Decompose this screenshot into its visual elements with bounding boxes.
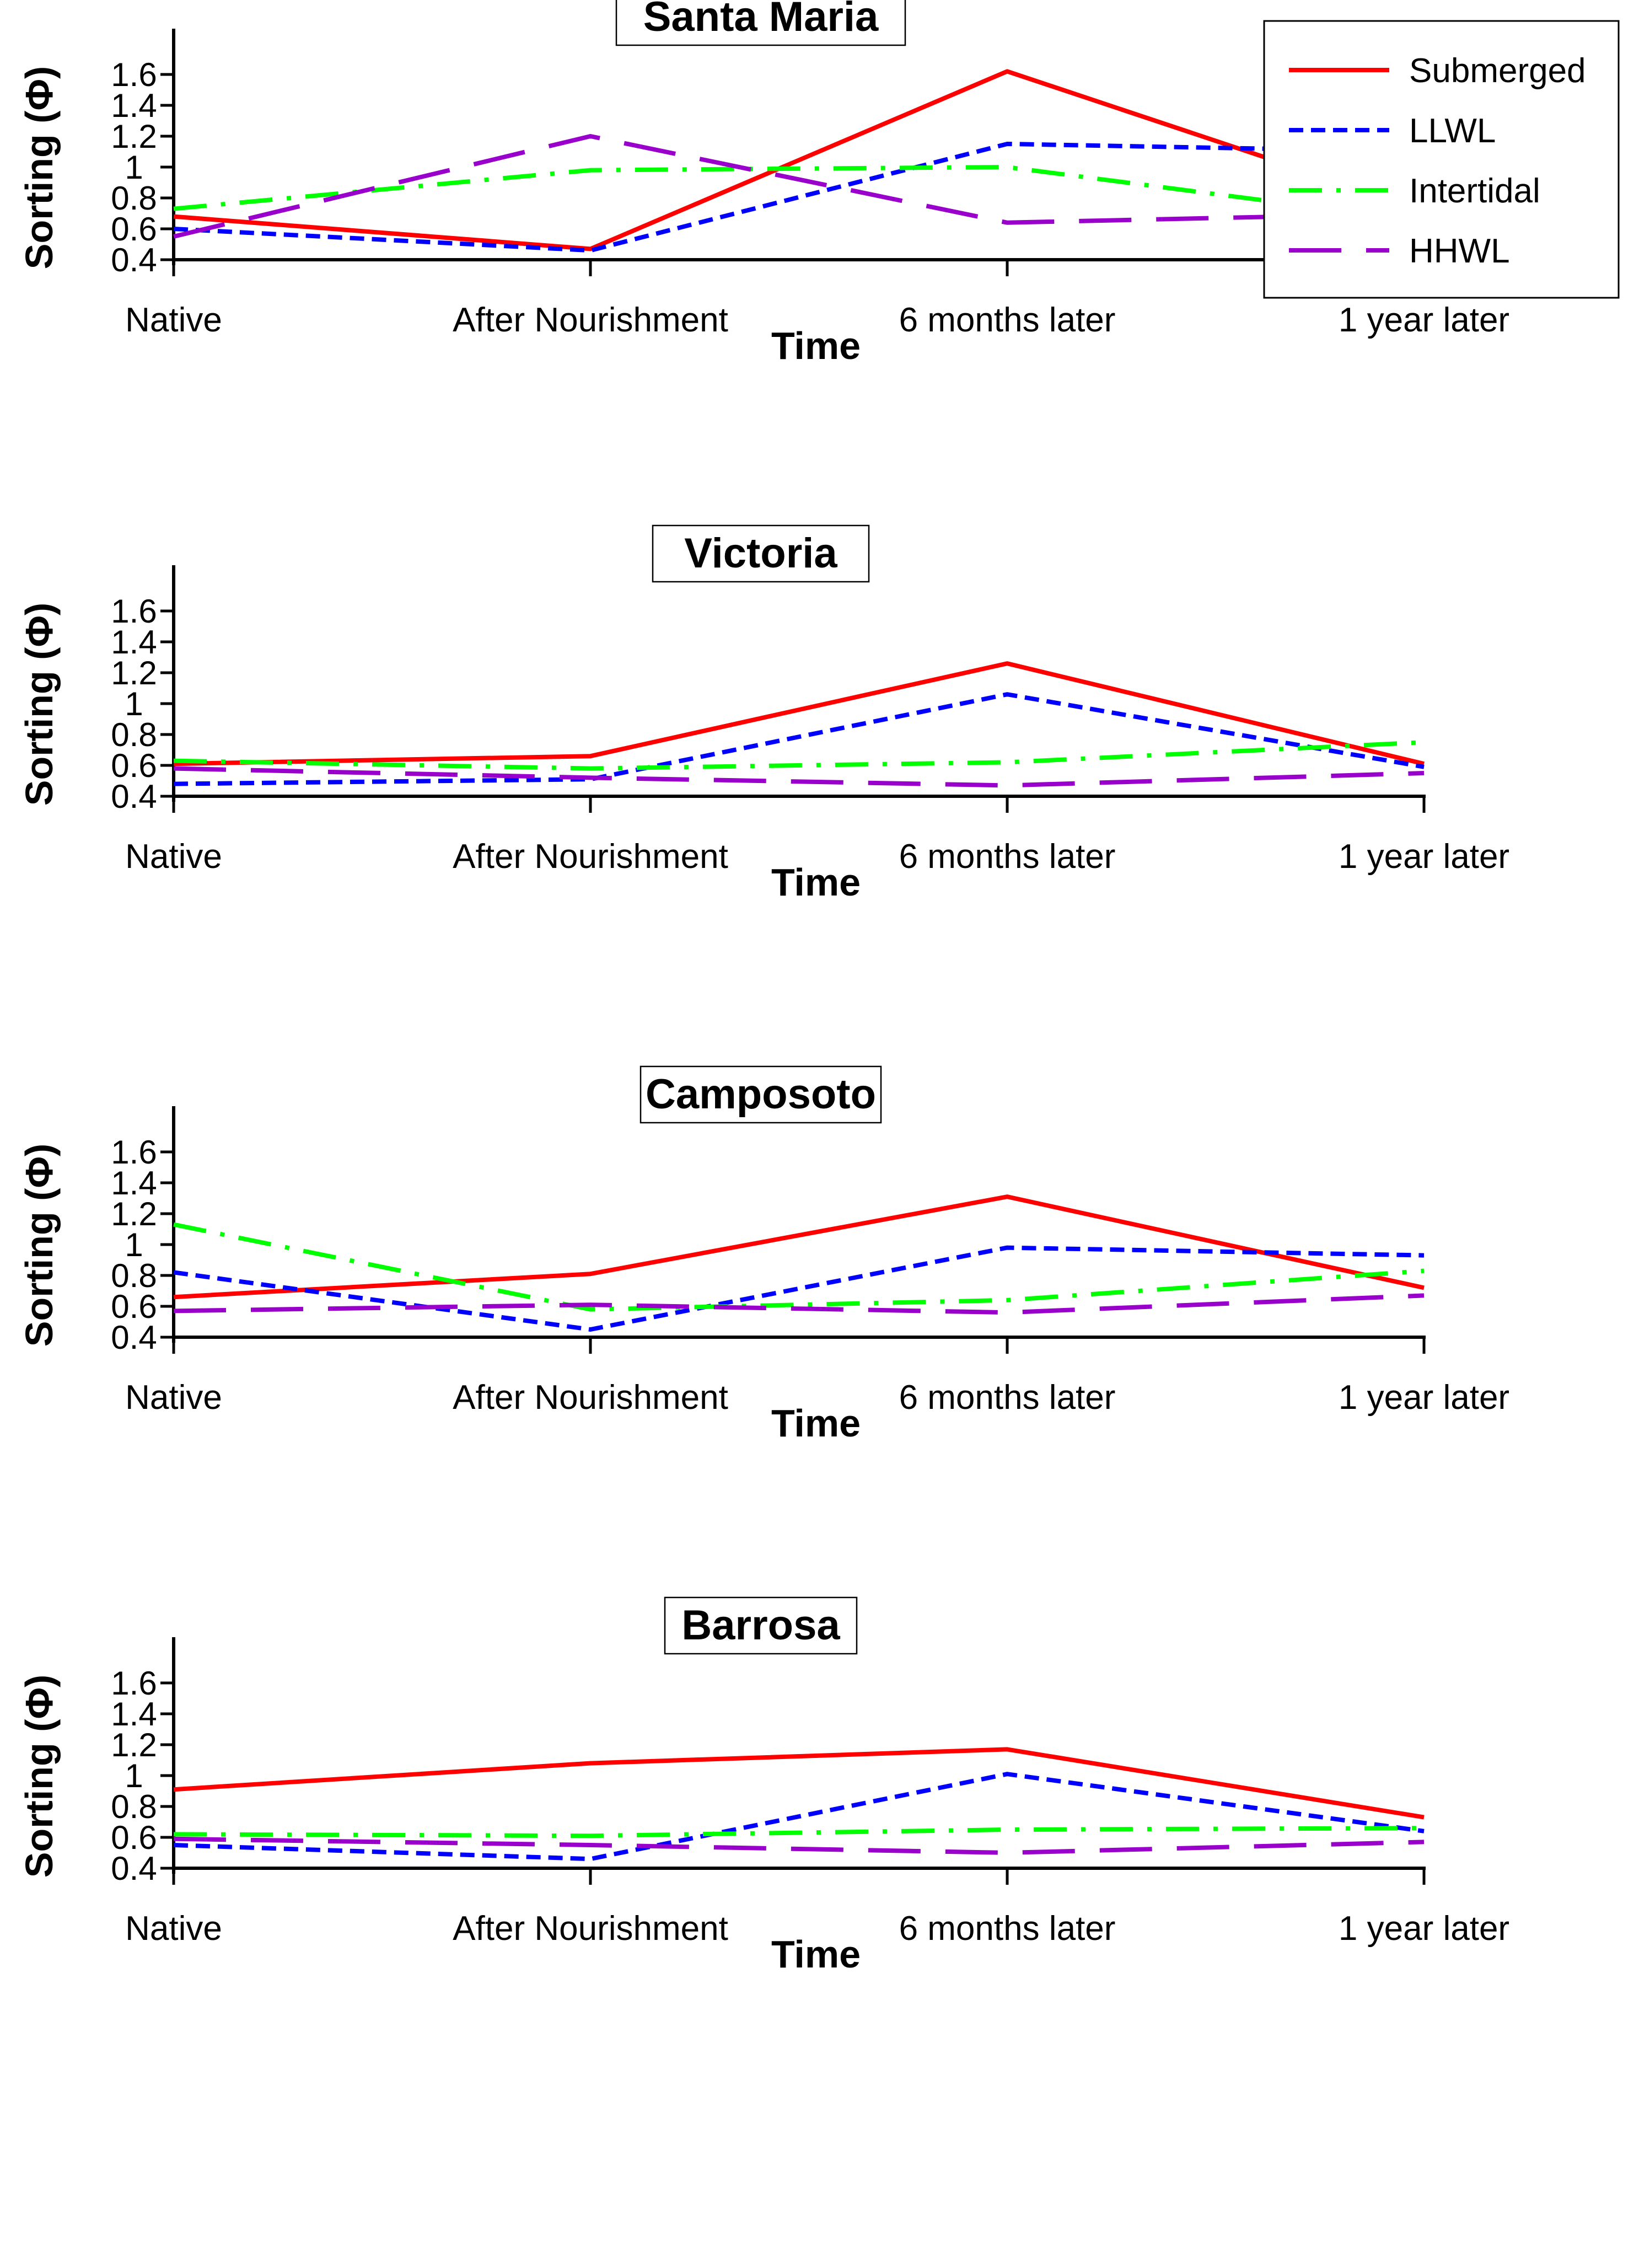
y-tick-label: 0.8 xyxy=(111,180,157,217)
panel-title-box xyxy=(615,0,906,46)
x-axis-title: Time xyxy=(771,324,861,367)
y-axis-title: Sorting (Φ) xyxy=(18,1144,61,1347)
y-tick-label: 1 xyxy=(125,1226,143,1263)
series-line-hhwl xyxy=(173,1836,1425,1855)
series-line-intertidal xyxy=(173,1826,1425,1838)
x-axis-title: Time xyxy=(771,1933,861,1976)
legend-label: LLWL xyxy=(1409,112,1496,150)
y-tick-label: 1.4 xyxy=(111,1696,157,1733)
x-tick-label: 6 months later xyxy=(899,1910,1116,1948)
x-tick-label: Native xyxy=(125,301,222,339)
series-line-intertidal xyxy=(173,165,1425,223)
y-tick-label: 1.6 xyxy=(111,56,157,93)
panel-title-box xyxy=(652,524,870,583)
legend-label: Submerged xyxy=(1409,52,1586,90)
y-axis-title: Sorting (Φ) xyxy=(18,603,61,806)
y-tick-label: 0.8 xyxy=(111,716,157,753)
panel-title-box xyxy=(664,1596,858,1655)
legend-item-submerged: Submerged xyxy=(1289,52,1586,90)
panel-title: Barrosa xyxy=(664,1596,858,1655)
x-tick-label: Native xyxy=(125,838,222,876)
panel-title-text: Victoria xyxy=(684,530,837,577)
x-tick-label: 6 months later xyxy=(899,1379,1116,1417)
panel-title-text: Santa Maria xyxy=(643,0,879,40)
series-line-hhwl xyxy=(173,134,1425,239)
series-line-llwl xyxy=(173,692,1425,786)
panel-title-text: Camposoto xyxy=(646,1071,876,1118)
legend-label: Intertidal xyxy=(1409,172,1540,210)
panel-title-box xyxy=(640,1065,882,1124)
y-axis-title: Sorting (Φ) xyxy=(18,1675,61,1878)
series-line-intertidal xyxy=(173,1222,1425,1312)
y-tick-label: 1.4 xyxy=(111,624,157,661)
series-line-submerged xyxy=(173,661,1425,766)
series-line-llwl xyxy=(173,1772,1425,1862)
y-tick-label: 1.2 xyxy=(111,655,157,691)
y-tick-label: 1 xyxy=(125,1757,143,1794)
y-axis-title: Sorting (Φ) xyxy=(18,66,61,270)
legend-item-hhwl: HHWL xyxy=(1289,232,1510,270)
y-tick-label: 1.6 xyxy=(111,593,157,630)
x-tick-label: 1 year later xyxy=(1339,1379,1509,1417)
chart-panel-1: Santa Maria 0.40.60.811.21.41.6 Native Afte… xyxy=(18,0,1509,367)
y-tick-label: 0.6 xyxy=(111,211,157,248)
series-line-submerged xyxy=(173,1194,1425,1300)
y-tick-label: 0.4 xyxy=(111,778,157,815)
y-tick-label: 0.4 xyxy=(111,1850,157,1887)
x-tick-label: After Nourishment xyxy=(453,1379,728,1417)
panel-title: Camposoto xyxy=(640,1065,882,1124)
series-line-submerged xyxy=(173,1747,1425,1820)
x-tick-label: After Nourishment xyxy=(453,1910,728,1948)
y-tick-label: 0.6 xyxy=(111,747,157,784)
chart-panel-2: Victoria 0.40.60.811.21.41.6 Native After N… xyxy=(18,524,1509,904)
series-line-submerged xyxy=(173,69,1425,251)
y-tick-label: 1.4 xyxy=(111,1165,157,1202)
y-tick-label: 1 xyxy=(125,685,143,722)
y-tick-label: 1.4 xyxy=(111,87,157,124)
x-axis-title: Time xyxy=(771,861,861,904)
chart-panel-3: Camposoto 0.40.60.811.21.41.6 Native After … xyxy=(18,1065,1509,1445)
y-tick-label: 0.8 xyxy=(111,1257,157,1294)
legend-item-llwl: LLWL xyxy=(1289,112,1496,150)
x-tick-label: Native xyxy=(125,1910,222,1948)
x-tick-label: 6 months later xyxy=(899,838,1116,876)
y-tick-label: 0.6 xyxy=(111,1819,157,1856)
panel-title: Santa Maria xyxy=(615,0,906,46)
series-line-hhwl xyxy=(173,1293,1425,1315)
x-tick-label: 1 year later xyxy=(1339,1910,1509,1948)
x-tick-label: After Nourishment xyxy=(453,301,728,339)
panel-title: Victoria xyxy=(652,524,870,583)
series-line-llwl xyxy=(173,1245,1425,1332)
x-axis-title: Time xyxy=(771,1402,861,1445)
x-tick-label: 6 months later xyxy=(899,301,1116,339)
legend-item-intertidal: Intertidal xyxy=(1289,172,1540,210)
panel-title-text: Barrosa xyxy=(681,1602,840,1649)
x-tick-label: 1 year later xyxy=(1339,301,1509,339)
y-tick-label: 0.8 xyxy=(111,1788,157,1825)
y-tick-label: 1.2 xyxy=(111,118,157,155)
y-tick-label: 1.6 xyxy=(111,1665,157,1702)
y-tick-label: 1.2 xyxy=(111,1727,157,1763)
y-tick-label: 0.4 xyxy=(111,242,157,278)
series-line-hhwl xyxy=(173,766,1425,788)
y-tick-label: 1 xyxy=(125,149,143,186)
x-tick-label: 1 year later xyxy=(1339,838,1509,876)
y-tick-label: 0.4 xyxy=(111,1319,157,1356)
series-line-intertidal xyxy=(173,740,1425,771)
x-tick-label: Native xyxy=(125,1379,222,1417)
y-tick-label: 0.6 xyxy=(111,1288,157,1325)
y-tick-label: 1.2 xyxy=(111,1195,157,1232)
legend: Submerged LLWL Intertidal HHWL xyxy=(1263,20,1620,299)
y-tick-label: 1.6 xyxy=(111,1134,157,1171)
chart-panel-4: Barrosa 0.40.60.811.21.41.6 Native After No… xyxy=(18,1596,1509,1976)
series-line-llwl xyxy=(173,142,1425,253)
x-tick-label: After Nourishment xyxy=(453,838,728,876)
legend-label: HHWL xyxy=(1409,232,1510,270)
